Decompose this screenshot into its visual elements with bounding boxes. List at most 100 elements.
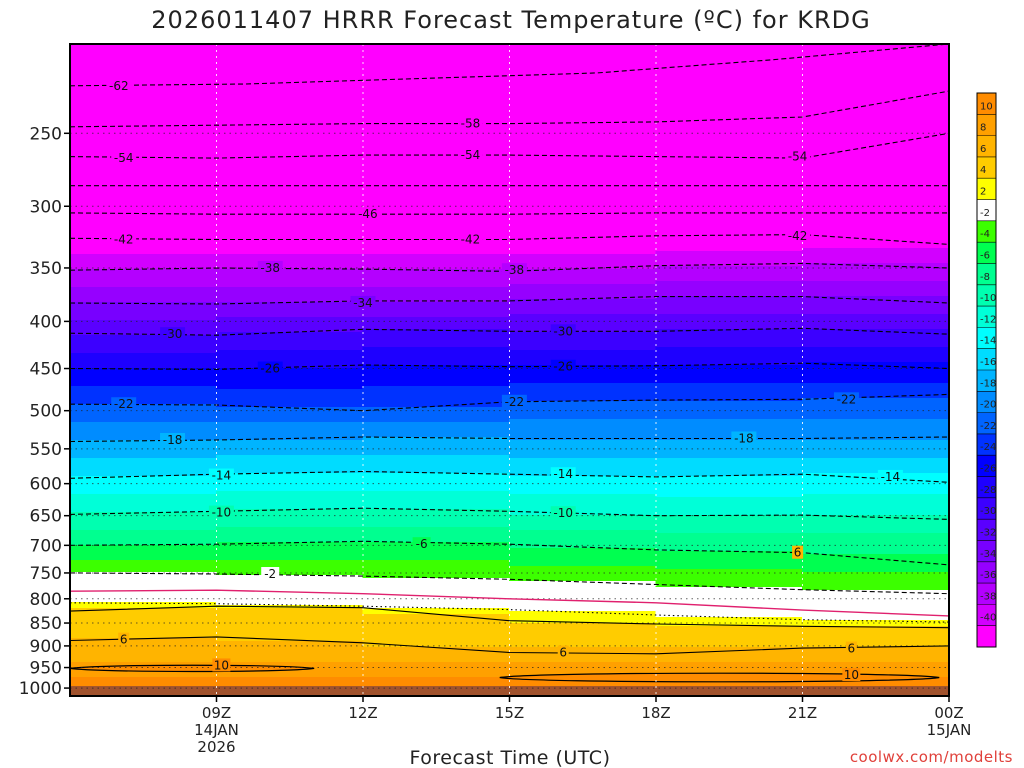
temperature-band-cell	[509, 380, 657, 384]
temperature-band-cell	[216, 374, 364, 378]
temperature-band-cell	[655, 473, 803, 477]
temperature-band-cell	[362, 494, 510, 498]
temperature-band-cell	[509, 362, 657, 366]
temperature-band-cell	[509, 254, 657, 258]
temperature-band-cell	[70, 641, 217, 645]
temperature-band-cell	[216, 56, 364, 60]
temperature-band-cell	[655, 581, 803, 585]
temperature-band-cell	[655, 392, 803, 396]
temperature-band-cell	[362, 671, 510, 675]
temperature-band-cell	[655, 446, 803, 450]
temperature-band-cell	[655, 557, 803, 561]
temperature-band-cell	[216, 545, 364, 549]
temperature-band-cell	[509, 53, 657, 57]
temperature-band-cell	[362, 410, 510, 414]
temperature-band-cell	[216, 341, 364, 345]
temperature-band-cell	[655, 365, 803, 369]
contour-label: -46	[358, 207, 378, 221]
temperature-band-cell	[70, 545, 217, 549]
temperature-band-cell	[509, 428, 657, 432]
temperature-band-cell	[655, 539, 803, 543]
temperature-band-cell	[362, 497, 510, 501]
temperature-band-cell	[362, 305, 510, 309]
temperature-band-cell	[362, 392, 510, 396]
temperature-band-cell	[802, 476, 949, 480]
temperature-band-cell	[655, 458, 803, 462]
temperature-band-cell	[802, 71, 949, 75]
temperature-band-cell	[509, 587, 657, 591]
temperature-band-cell	[509, 605, 657, 609]
temperature-band-cell	[362, 362, 510, 366]
contour-label: -54	[788, 150, 808, 164]
temperature-band-cell	[70, 218, 217, 222]
temperature-band-cell	[509, 491, 657, 495]
temperature-band-cell	[655, 611, 803, 615]
temperature-band-cell	[509, 305, 657, 309]
temperature-band-cell	[362, 155, 510, 159]
temperature-band-cell	[655, 413, 803, 417]
contour-line	[70, 393, 949, 412]
x-tick-label: 15JAN	[927, 721, 972, 739]
temperature-band-cell	[802, 347, 949, 351]
temperature-band-cell	[509, 161, 657, 165]
temperature-band-cell	[655, 353, 803, 357]
temperature-band-cell	[509, 509, 657, 513]
temperature-band-cell	[509, 419, 657, 423]
temperature-band-cell	[362, 218, 510, 222]
temperature-band-cell	[509, 395, 657, 399]
temperature-band-cell	[655, 167, 803, 171]
temperature-band-cell	[655, 173, 803, 177]
temperature-band-cell	[362, 455, 510, 459]
temperature-band-cell	[509, 239, 657, 243]
temperature-band-cell	[362, 560, 510, 564]
temperature-band-cell	[362, 641, 510, 645]
temperature-band-cell	[655, 629, 803, 633]
temperature-band-cell	[70, 347, 217, 351]
temperature-band-cell	[802, 314, 949, 318]
temperature-band-cell	[362, 584, 510, 588]
temperature-band-cell	[655, 602, 803, 606]
temperature-band-cell	[802, 308, 949, 312]
colorbar-tick-label: -8	[980, 272, 990, 283]
temperature-band-cell	[362, 77, 510, 81]
temperature-band-cell	[802, 272, 949, 276]
x-tick-label: 15Z	[495, 704, 524, 722]
temperature-band-cell	[509, 458, 657, 462]
temperature-band-cell	[802, 230, 949, 234]
temperature-band-cell	[216, 524, 364, 528]
temperature-band-cell	[70, 269, 217, 273]
temperature-band-cell	[216, 584, 364, 588]
temperature-band-cell	[362, 668, 510, 672]
temperature-band-cell	[70, 431, 217, 435]
temperature-band-cell	[802, 560, 949, 564]
colorbar-tick-label: -28	[980, 485, 996, 496]
temperature-band-cell	[216, 182, 364, 186]
temperature-band-cell	[802, 530, 949, 534]
temperature-band-cell	[509, 530, 657, 534]
temperature-band-cell	[509, 167, 657, 171]
temperature-band-cell	[655, 476, 803, 480]
temperature-band-cell	[362, 506, 510, 510]
temperature-band-cell	[509, 524, 657, 528]
temperature-band-cell	[216, 527, 364, 531]
temperature-band-cell	[70, 260, 217, 264]
temperature-band-cell	[362, 89, 510, 93]
temperature-band-cell	[362, 623, 510, 627]
temperature-band-cell	[655, 248, 803, 252]
temperature-band-cell	[655, 257, 803, 261]
temperature-band-cell	[362, 203, 510, 207]
temperature-band-cell	[216, 542, 364, 546]
contour-line	[70, 296, 949, 305]
temperature-band-cell	[802, 125, 949, 129]
temperature-band-cell	[802, 164, 949, 168]
temperature-band-cell	[655, 545, 803, 549]
temperature-band-cell	[655, 524, 803, 528]
temperature-band-cell	[802, 617, 949, 621]
temperature-band-cell	[802, 131, 949, 135]
temperature-band-cell	[802, 467, 949, 471]
contour-label-bg	[550, 467, 576, 481]
temperature-band-cell	[70, 296, 217, 300]
temperature-band-cell	[216, 326, 364, 330]
temperature-band-cell	[70, 560, 217, 564]
temperature-band-cell	[655, 344, 803, 348]
